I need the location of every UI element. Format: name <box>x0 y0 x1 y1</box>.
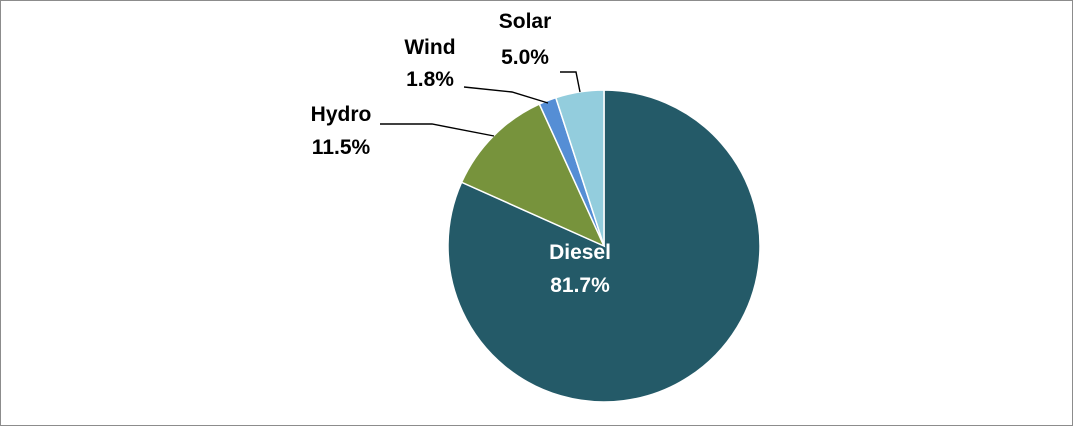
leader-line-hydro <box>380 123 495 137</box>
leader-line-wind <box>463 86 549 104</box>
label-hydro-name: Hydro <box>311 103 372 126</box>
leader-line-solar <box>560 71 581 93</box>
label-wind-value: 1.8% <box>406 68 454 91</box>
label-diesel-value: 81.7% <box>550 274 610 297</box>
label-diesel-name: Diesel <box>549 241 611 264</box>
label-solar-name: Solar <box>499 10 552 33</box>
label-wind-name: Wind <box>404 36 455 59</box>
label-hydro-value: 11.5% <box>312 136 371 159</box>
label-solar-value: 5.0% <box>501 46 549 69</box>
